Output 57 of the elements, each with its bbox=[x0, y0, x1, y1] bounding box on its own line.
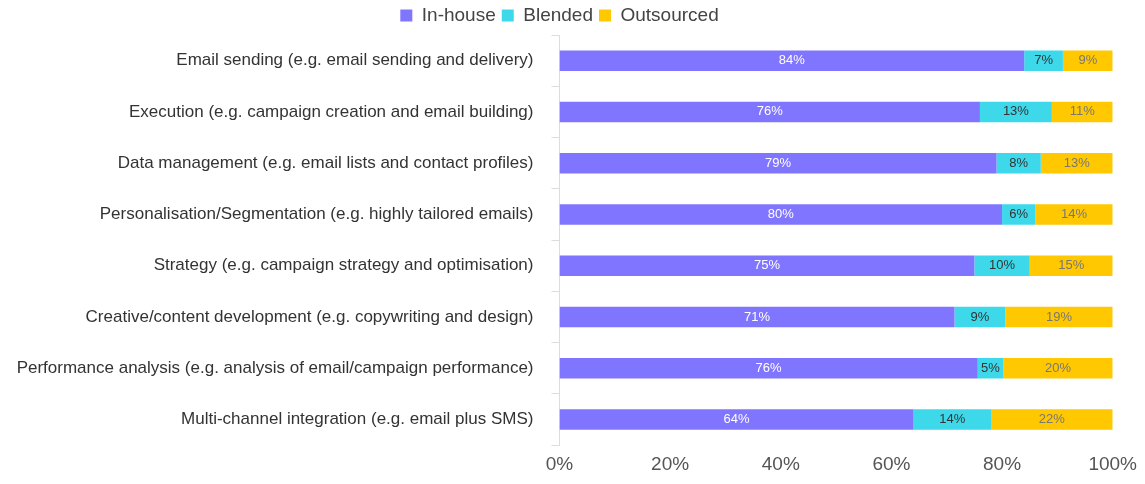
bar bbox=[559, 50, 1025, 71]
data-label: 71% bbox=[743, 308, 771, 324]
x-tick-label: 40% bbox=[761, 452, 800, 474]
data-label: 20% bbox=[1044, 359, 1072, 375]
bar bbox=[991, 409, 1113, 430]
bar bbox=[559, 255, 975, 276]
bar bbox=[974, 255, 1030, 276]
y-tick-label: Email sending (e.g. email sending and delivery) bbox=[176, 50, 534, 70]
data-label: 15% bbox=[1058, 257, 1085, 273]
data-label: 9% bbox=[970, 308, 990, 324]
data-label: 19% bbox=[1046, 308, 1073, 324]
x-tick-label: 80% bbox=[983, 452, 1022, 474]
data-label: 79% bbox=[765, 154, 792, 170]
data-label: 64% bbox=[723, 411, 750, 427]
bar bbox=[1029, 255, 1113, 276]
legend-label: Blended bbox=[523, 3, 593, 25]
bar bbox=[1005, 306, 1113, 328]
data-label: 9% bbox=[1078, 52, 1098, 68]
data-label: 6% bbox=[1009, 206, 1029, 222]
data-label: 22% bbox=[1038, 411, 1066, 427]
bar bbox=[1024, 50, 1063, 71]
bar bbox=[1003, 358, 1113, 379]
bar bbox=[559, 101, 980, 123]
x-tick-label: 100% bbox=[1088, 452, 1138, 474]
data-label: 84% bbox=[778, 52, 806, 68]
data-label: 7% bbox=[1034, 52, 1054, 68]
data-label: 5% bbox=[981, 359, 1001, 375]
x-tick-label: 0% bbox=[545, 452, 574, 474]
bar bbox=[559, 204, 1003, 225]
data-label: 14% bbox=[1060, 206, 1088, 222]
y-tick-label: Performance analysis (e.g. analysis of email/campaign performance) bbox=[16, 357, 534, 377]
data-label: 10% bbox=[989, 257, 1016, 273]
bar bbox=[1035, 204, 1113, 225]
x-tick-label: 60% bbox=[872, 452, 911, 474]
legend-label: Outsourced bbox=[620, 3, 719, 25]
y-tick-label: Personalisation/Segmentation (e.g. highly tailored emails) bbox=[99, 204, 534, 224]
bar bbox=[559, 409, 914, 430]
y-tick-label: Strategy (e.g. campaign strategy and optimisation) bbox=[153, 255, 534, 275]
bar bbox=[559, 306, 955, 328]
y-tick-label: Data management (e.g. email lists and contact profiles) bbox=[117, 152, 534, 172]
data-label: 14% bbox=[939, 411, 966, 427]
y-tick-label: Creative/content development (e.g. copywriting and design) bbox=[85, 306, 534, 326]
x-tick-label: 20% bbox=[651, 452, 690, 474]
bar bbox=[559, 358, 978, 379]
data-label: 76% bbox=[756, 103, 784, 119]
y-tick-label: Execution (e.g. campaign creation and email building) bbox=[129, 101, 534, 121]
data-label: 8% bbox=[1009, 154, 1029, 170]
legend-label: In-house bbox=[421, 3, 496, 25]
data-label: 11% bbox=[1069, 103, 1096, 119]
data-label: 75% bbox=[753, 257, 781, 273]
data-label: 80% bbox=[767, 206, 795, 222]
bar bbox=[913, 409, 991, 430]
data-label: 76% bbox=[755, 359, 783, 375]
bar bbox=[559, 152, 997, 174]
data-label: 13% bbox=[1063, 154, 1091, 170]
y-tick-label: Multi-channel integration (e.g. email plus SMS) bbox=[181, 409, 534, 429]
data-label: 13% bbox=[1002, 103, 1030, 119]
